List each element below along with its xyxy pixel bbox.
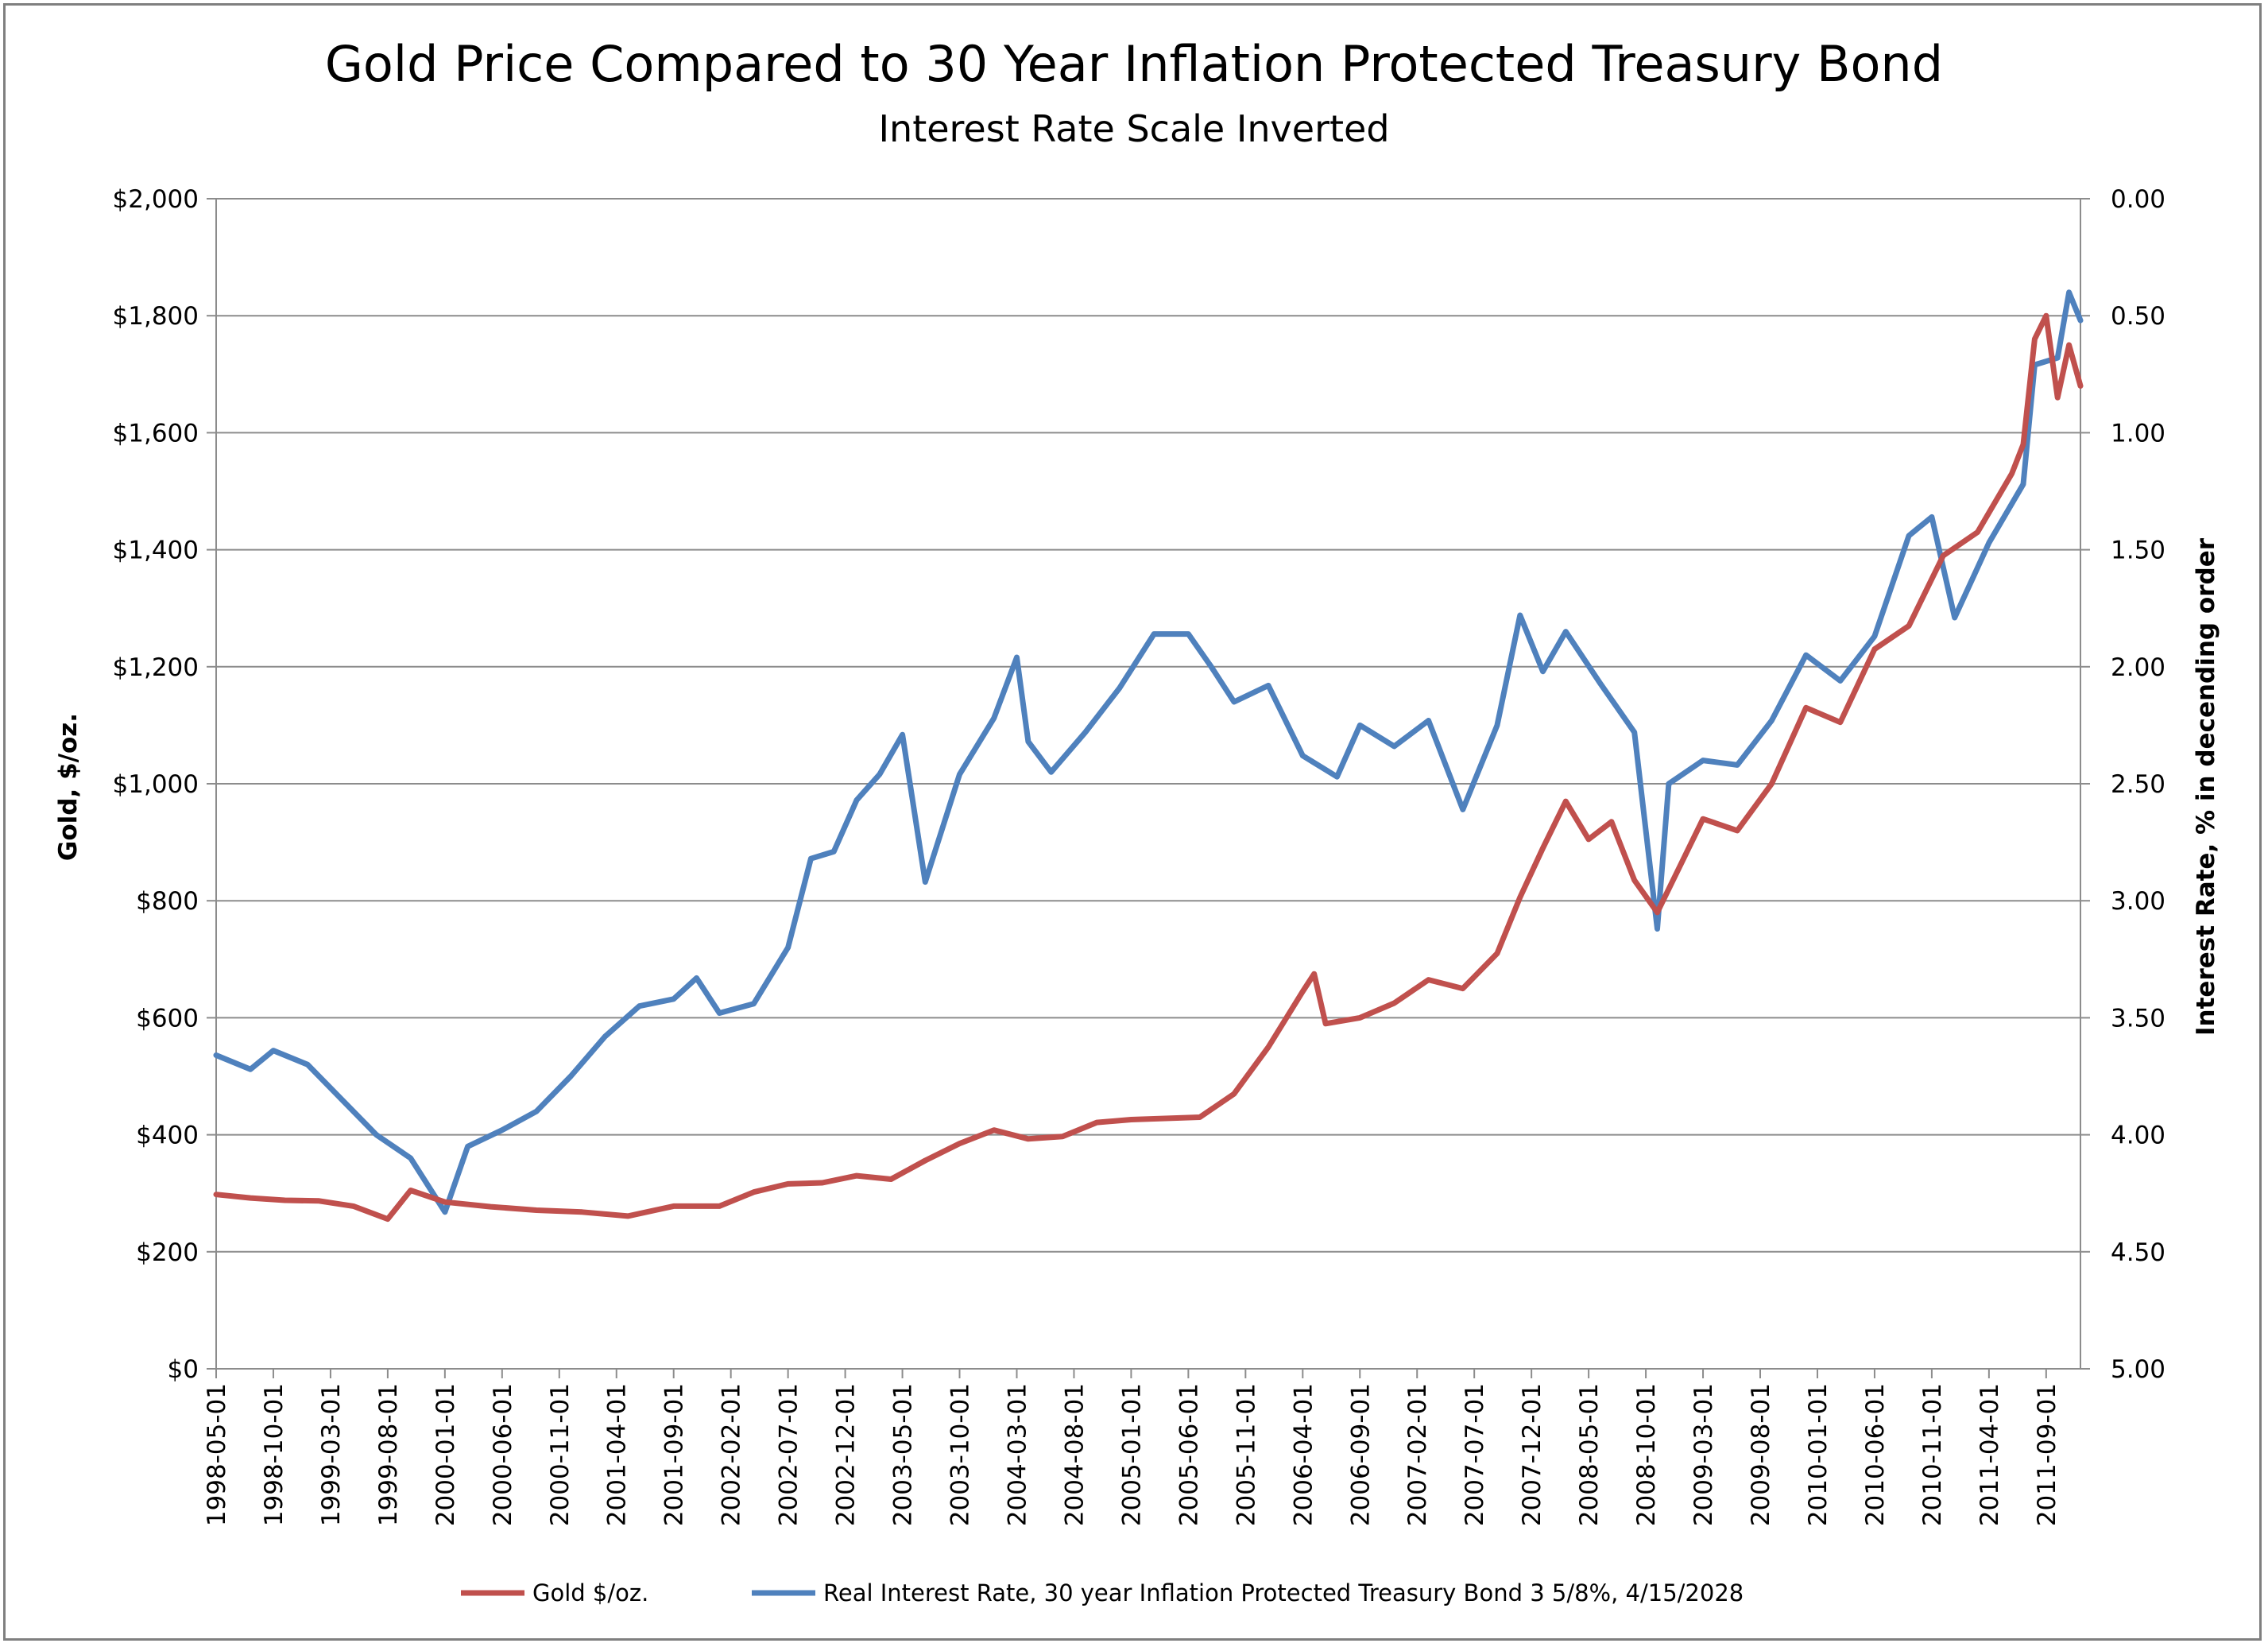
left-tick-label: $600	[136, 1004, 199, 1033]
right-tick-label: 4.50	[2111, 1238, 2165, 1267]
right-tick-label: 0.00	[2111, 185, 2165, 214]
right-tick-label: 3.50	[2111, 1004, 2165, 1033]
right-tick-label: 4.00	[2111, 1122, 2165, 1150]
x-tick-label: 2005-11-01	[1232, 1383, 1260, 1526]
x-tick-label: 2002-02-01	[718, 1383, 746, 1526]
x-tick-label: 2011-04-01	[1976, 1383, 2004, 1526]
x-tick-label: 2007-07-01	[1461, 1383, 1489, 1526]
x-tick-label: 1998-10-01	[260, 1383, 288, 1526]
left-tick-label: $1,000	[113, 770, 199, 799]
x-tick-label: 2010-11-01	[1918, 1383, 1947, 1526]
left-tick-labels: $0 $200 $400 $600 $800 $1,000 $1,200 $1,400 $1,6…	[113, 185, 199, 1384]
x-tick-label: 2002-07-01	[775, 1383, 803, 1526]
right-tick-label: 2.50	[2111, 770, 2165, 799]
left-tick-label: $1,200	[113, 653, 199, 682]
right-tick-label: 1.50	[2111, 537, 2165, 565]
x-tick-label: 2005-06-01	[1175, 1383, 1203, 1526]
legend-label-interest-rate: Real Interest Rate, 30 year Inflation Pr…	[823, 1579, 1744, 1606]
x-tick-label: 2010-06-01	[1861, 1383, 1890, 1526]
left-tick-label: $200	[136, 1238, 199, 1267]
x-tick-label: 2009-03-01	[1689, 1383, 1718, 1526]
left-tick-label: $1,800	[113, 302, 199, 331]
x-tick-label: 2010-01-01	[1804, 1383, 1833, 1526]
chart-title: Gold Price Compared to 30 Year Inflation…	[325, 35, 1943, 93]
x-tick-label: 2004-03-01	[1003, 1383, 1031, 1526]
y-axis-title: Gold, $/oz.	[54, 713, 83, 861]
x-tick-label: 1998-05-01	[203, 1383, 231, 1526]
left-tick-label: $1,400	[113, 537, 199, 565]
right-tick-label: 3.00	[2111, 887, 2165, 916]
x-tick-label: 2008-10-01	[1632, 1383, 1661, 1526]
left-tick-label: $1,600	[113, 419, 199, 448]
legend-label-gold: Gold $/oz.	[532, 1579, 648, 1606]
x-tick-label: 2002-12-01	[832, 1383, 861, 1526]
right-tick-label: 0.50	[2111, 302, 2165, 331]
x-tick-label: 2000-06-01	[489, 1383, 517, 1526]
left-tick-label: $2,000	[113, 185, 199, 214]
series-lines	[213, 289, 2084, 1223]
x-tick-label: 2011-09-01	[2033, 1383, 2061, 1526]
left-tick-label: $400	[136, 1122, 199, 1150]
x-tick-label: 2007-12-01	[1518, 1383, 1546, 1526]
right-tick-label: 2.00	[2111, 653, 2165, 682]
x-tick-label: 2006-04-01	[1289, 1383, 1318, 1526]
x-tick-label: 2007-02-01	[1403, 1383, 1432, 1526]
x-tick-label: 1999-03-01	[317, 1383, 346, 1526]
x-tick-label: 2008-05-01	[1575, 1383, 1604, 1526]
x-tick-label: 2003-05-01	[889, 1383, 918, 1526]
x-tick-label: 2003-10-01	[946, 1383, 975, 1526]
right-tick-labels: 0.00 0.50 1.00 1.50 2.00 2.50 3.00 3.50 4.00 4.50…	[2111, 185, 2165, 1384]
x-tick-label: 2001-04-01	[603, 1383, 632, 1526]
chart-subtitle: Interest Rate Scale Inverted	[878, 107, 1389, 150]
chart-frame	[3, 3, 2262, 1641]
x-tick-label: 2004-08-01	[1060, 1383, 1089, 1526]
x-tick-label: 2005-01-01	[1117, 1383, 1146, 1526]
x-tick-labels: 1998-05-01 1998-10-01 1999-03-01 1999-08-01…	[203, 1383, 2061, 1526]
y2-axis-title: Interest Rate, % in decending order	[2192, 537, 2220, 1036]
left-tick-label: $0	[168, 1355, 199, 1384]
x-tick-label: 2000-11-01	[546, 1383, 575, 1526]
right-tick-label: 1.00	[2111, 419, 2165, 448]
x-tick-label: 2000-01-01	[432, 1383, 460, 1526]
gridlines	[216, 198, 2080, 1253]
x-tick-label: 1999-08-01	[374, 1383, 403, 1526]
right-tick-label: 5.00	[2111, 1355, 2165, 1384]
x-tick-label: 2001-09-01	[660, 1383, 689, 1526]
series-line-interest-rate	[213, 289, 2084, 1215]
left-tick-label: $800	[136, 887, 199, 916]
axes	[207, 198, 2090, 1378]
x-tick-label: 2006-09-01	[1346, 1383, 1375, 1526]
legend: Gold $/oz. Real Interest Rate, 30 year I…	[461, 1579, 1744, 1606]
series-line-gold	[213, 312, 2084, 1223]
x-tick-label: 2009-08-01	[1747, 1383, 1775, 1526]
